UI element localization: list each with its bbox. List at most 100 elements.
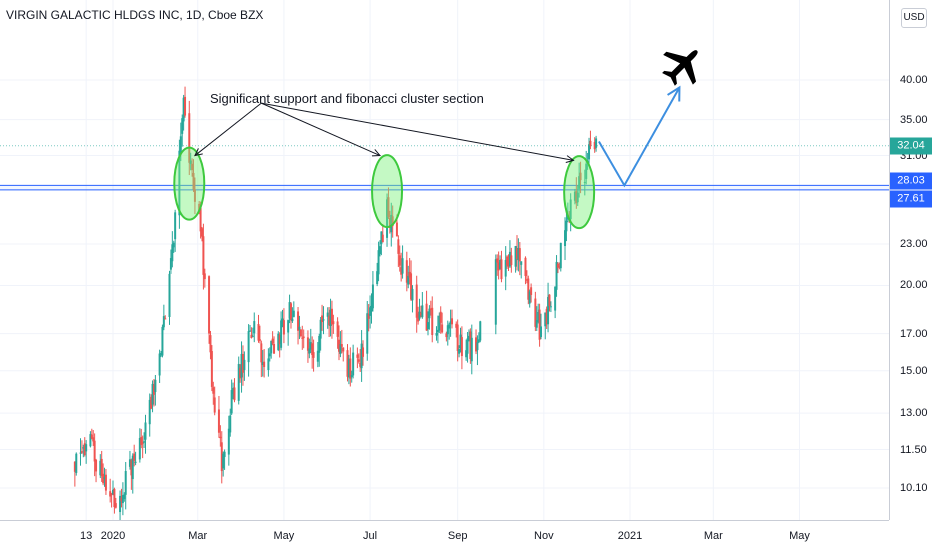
candle-body (261, 361, 264, 366)
candle-body (257, 324, 260, 341)
y-tick-label: 15.00 (900, 364, 928, 377)
candle-body (329, 309, 332, 326)
y-tick-label: 35.00 (900, 113, 928, 126)
candle-body (456, 324, 459, 351)
candle-body (79, 452, 82, 454)
candle-body (140, 437, 143, 445)
candle-body (564, 230, 567, 247)
candle-body (318, 335, 321, 353)
candle-body (459, 334, 462, 349)
time-axis[interactable] (0, 520, 889, 551)
candle-body (441, 324, 444, 333)
candle-body (588, 144, 591, 160)
airplane-icon (662, 50, 698, 86)
candle-body (381, 234, 384, 243)
candle-body (292, 310, 295, 317)
candle-body (152, 384, 155, 395)
candle-body (427, 322, 430, 330)
candle-body (119, 495, 122, 513)
candle-body (120, 497, 123, 502)
candle-body (278, 334, 281, 344)
candle-body (131, 455, 134, 480)
candle-body (229, 415, 232, 433)
candle-body (405, 260, 408, 283)
candle-body (415, 284, 418, 318)
candle-body (350, 375, 353, 378)
candle-body (477, 339, 480, 343)
candle-body (549, 306, 552, 308)
candle-body (524, 257, 527, 276)
candle-body (520, 261, 523, 265)
candle-body (240, 353, 243, 378)
candle-body (161, 326, 164, 356)
candle-body (280, 320, 283, 348)
candle-body (258, 339, 261, 341)
candle-body (168, 273, 171, 317)
candle-body (367, 313, 370, 319)
candle-body (579, 172, 582, 181)
candle-body (212, 387, 215, 394)
candle-body (243, 359, 246, 371)
candle-body (268, 353, 271, 357)
candle-body (319, 319, 322, 339)
candle-body (110, 493, 113, 495)
candle-body (359, 362, 362, 367)
candle-body (312, 352, 315, 358)
x-tick-label: Nov (534, 530, 554, 542)
candle-body (466, 338, 469, 354)
candle-body (270, 340, 273, 354)
support-zone-band (0, 185, 889, 190)
candle-body (230, 390, 233, 414)
candle-body (357, 359, 360, 362)
candle-body (352, 352, 355, 376)
candle-body (90, 434, 93, 439)
candle-body (547, 296, 550, 325)
candle-body (435, 333, 438, 336)
candle-body (222, 453, 225, 469)
candle-body (219, 436, 222, 439)
candle-body (213, 397, 216, 413)
candle-body (595, 138, 598, 148)
candle-body (517, 247, 520, 261)
candle-body (400, 267, 403, 275)
candle-body (199, 207, 202, 232)
candle-body (281, 318, 284, 322)
currency-button[interactable]: USD (901, 8, 927, 28)
candle-body (558, 266, 561, 268)
candle-body (451, 318, 454, 325)
candle-body (575, 191, 578, 203)
candle-body (249, 330, 252, 332)
candle-body (198, 203, 201, 212)
candle-body (109, 491, 112, 497)
candle-body (528, 291, 531, 304)
candle-body (346, 350, 349, 377)
candle-body (263, 361, 266, 368)
annotation-arrow (194, 102, 262, 156)
candle-body (428, 308, 431, 319)
candle-body (573, 191, 576, 201)
y-tick-label: 23.00 (900, 238, 928, 251)
candle-body (210, 351, 213, 387)
candle-body (144, 422, 147, 440)
candle-body (448, 324, 451, 329)
candle-body (289, 303, 292, 321)
candle-body (316, 350, 319, 362)
candle-body (322, 319, 325, 321)
price-axis[interactable] (889, 0, 932, 520)
candle-body (192, 172, 195, 190)
candle-body (391, 216, 394, 227)
candle-body (380, 231, 383, 245)
candle-body (326, 312, 329, 317)
candle-body (124, 471, 127, 495)
candle-body (93, 440, 96, 462)
candle-body (390, 214, 393, 233)
candle-body (172, 242, 175, 248)
candle-body (302, 336, 305, 339)
candle-body (438, 315, 441, 331)
candle-body (104, 474, 107, 491)
candle-body (232, 387, 235, 394)
candle-body (114, 503, 117, 508)
candle-body (217, 409, 220, 433)
